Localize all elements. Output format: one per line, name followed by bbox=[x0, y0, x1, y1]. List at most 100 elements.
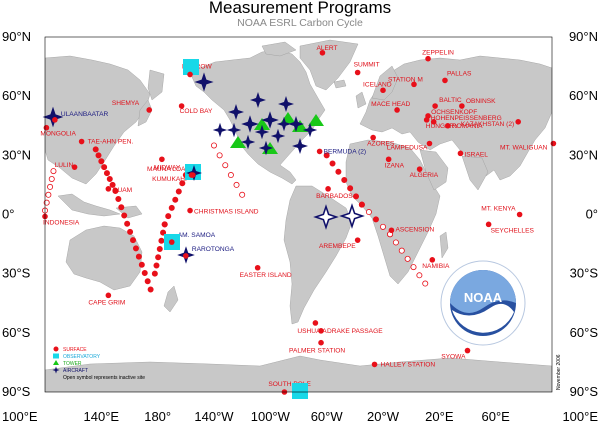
aircraft-site-star bbox=[276, 116, 292, 132]
ship-track-point bbox=[98, 158, 105, 165]
site-label: PALLAS bbox=[447, 70, 472, 77]
ship-track-point bbox=[422, 280, 429, 287]
site-label: STATION M bbox=[388, 76, 423, 83]
ship-track-point bbox=[379, 223, 386, 230]
site-label: COLD BAY bbox=[180, 108, 213, 115]
lat-label-right: 60°S bbox=[570, 325, 599, 340]
lat-label-left: 90°S bbox=[2, 384, 31, 399]
surface-site-dot bbox=[146, 107, 153, 113]
tower-marker bbox=[230, 136, 246, 148]
surface-site-dot bbox=[459, 103, 465, 109]
lat-label-right: 30°S bbox=[570, 266, 599, 281]
ship-track-point bbox=[50, 168, 57, 175]
site-label: EASTER ISLAND bbox=[240, 272, 292, 279]
surface-sites: ALERTZEPPELINBARROWSUMMITPALLASSTATION M… bbox=[40, 45, 547, 388]
ship-track-point bbox=[109, 181, 116, 188]
ship-track-point bbox=[216, 152, 223, 159]
site-label: MAUNA LOA bbox=[147, 166, 186, 173]
ship-track-point bbox=[392, 239, 399, 246]
aircraft-sites bbox=[42, 72, 365, 264]
site-label: ASCENSION bbox=[395, 226, 434, 233]
page-title: Measurement Programs bbox=[208, 0, 392, 17]
ship-track-point bbox=[172, 196, 179, 203]
ship-track-point bbox=[372, 216, 379, 223]
lon-label: 100°W bbox=[251, 409, 291, 424]
aircraft-site-star bbox=[292, 138, 308, 154]
site-label: ALGERIA bbox=[410, 172, 439, 179]
surface-site-dot bbox=[371, 361, 378, 368]
surface-site-dot bbox=[444, 122, 451, 129]
aircraft-site-star bbox=[250, 92, 266, 108]
surface-site-dot bbox=[318, 328, 324, 334]
ship-track-point bbox=[233, 181, 240, 188]
ship-track-point bbox=[158, 237, 165, 244]
site-label: SYOWA bbox=[441, 354, 466, 361]
japan bbox=[137, 99, 153, 127]
ship-track-point bbox=[347, 185, 354, 192]
map-frame bbox=[44, 36, 553, 393]
ship-track-point bbox=[165, 213, 172, 220]
site-label: ZEPPELIN bbox=[422, 50, 454, 57]
site-label: MIDWAY bbox=[154, 164, 181, 171]
site-label: CAPE GRIM bbox=[88, 299, 125, 306]
surface-site-dot bbox=[316, 148, 323, 155]
site-label: BARBADOS bbox=[316, 193, 353, 200]
surface-site-dot bbox=[78, 138, 85, 145]
site-label: SHEMYA bbox=[112, 100, 140, 107]
ship-track-point bbox=[147, 286, 154, 293]
legend-observatory-label: OBSERVATORY bbox=[63, 354, 101, 360]
longitude-labels: 100°E 140°E 180° 140°W 100°W 60°W 20°W 20°E 60°E… bbox=[2, 409, 598, 424]
ship-track-point bbox=[92, 146, 99, 153]
ship-track-point bbox=[160, 229, 167, 236]
surface-site-dot bbox=[354, 69, 361, 76]
ship-track-point bbox=[329, 160, 336, 167]
arabia bbox=[419, 149, 449, 191]
australia bbox=[65, 225, 143, 291]
ship-track-point bbox=[138, 261, 145, 268]
lon-label: 180° bbox=[144, 409, 171, 424]
site-label: MACE HEAD bbox=[371, 101, 410, 108]
madagascar bbox=[439, 231, 449, 259]
site-label: KAZAKHSTAN (2) bbox=[461, 121, 514, 128]
surface-site-dot bbox=[515, 119, 521, 125]
site-label: SUMMIT bbox=[354, 62, 380, 69]
surface-site-dot bbox=[178, 103, 185, 109]
new-zealand bbox=[163, 285, 179, 313]
ship-track-point bbox=[101, 164, 108, 171]
ship-track-point bbox=[118, 204, 125, 211]
ship-track-point bbox=[47, 183, 54, 190]
legend-surface-symbol bbox=[53, 346, 59, 352]
surface-site-dot bbox=[159, 156, 165, 163]
lat-label-right: 60°N bbox=[569, 88, 598, 103]
aircraft-site-star bbox=[212, 122, 228, 138]
site-label: BERMUDA (2) bbox=[324, 148, 367, 155]
aircraft-site-star bbox=[288, 116, 304, 132]
lon-label: 100°E bbox=[2, 409, 38, 424]
aircraft-site-star bbox=[254, 124, 270, 140]
surface-site-dot bbox=[432, 103, 438, 109]
ship-track-point bbox=[130, 237, 137, 244]
site-label: LULIN bbox=[55, 162, 74, 169]
antarctica bbox=[45, 355, 552, 392]
site-label: AZORES bbox=[367, 141, 395, 148]
lon-label: 140°W bbox=[194, 409, 234, 424]
aircraft-site-star bbox=[258, 140, 274, 156]
noaa-logo: NOAA bbox=[440, 260, 526, 346]
ship-track-point bbox=[365, 209, 372, 216]
ship-track-point bbox=[156, 246, 163, 253]
scandinavia bbox=[371, 65, 399, 101]
lat-label-left: 60°N bbox=[2, 88, 31, 103]
legend-aircraft-label: AIRCRAFT bbox=[63, 368, 88, 374]
lat-label-left: 0° bbox=[2, 207, 14, 222]
ship-track-point bbox=[103, 170, 110, 177]
site-label: OBNINSK bbox=[466, 98, 496, 105]
surface-site-dot bbox=[52, 117, 58, 123]
greenland bbox=[299, 39, 359, 91]
ship-track-point bbox=[121, 212, 128, 219]
surface-site-dot bbox=[183, 253, 189, 259]
ship-track-point bbox=[106, 175, 113, 182]
surface-site-dot bbox=[190, 172, 196, 178]
aircraft-site-star bbox=[42, 106, 64, 128]
surface-site-dot bbox=[416, 166, 423, 172]
surface-site-dot bbox=[319, 49, 326, 56]
